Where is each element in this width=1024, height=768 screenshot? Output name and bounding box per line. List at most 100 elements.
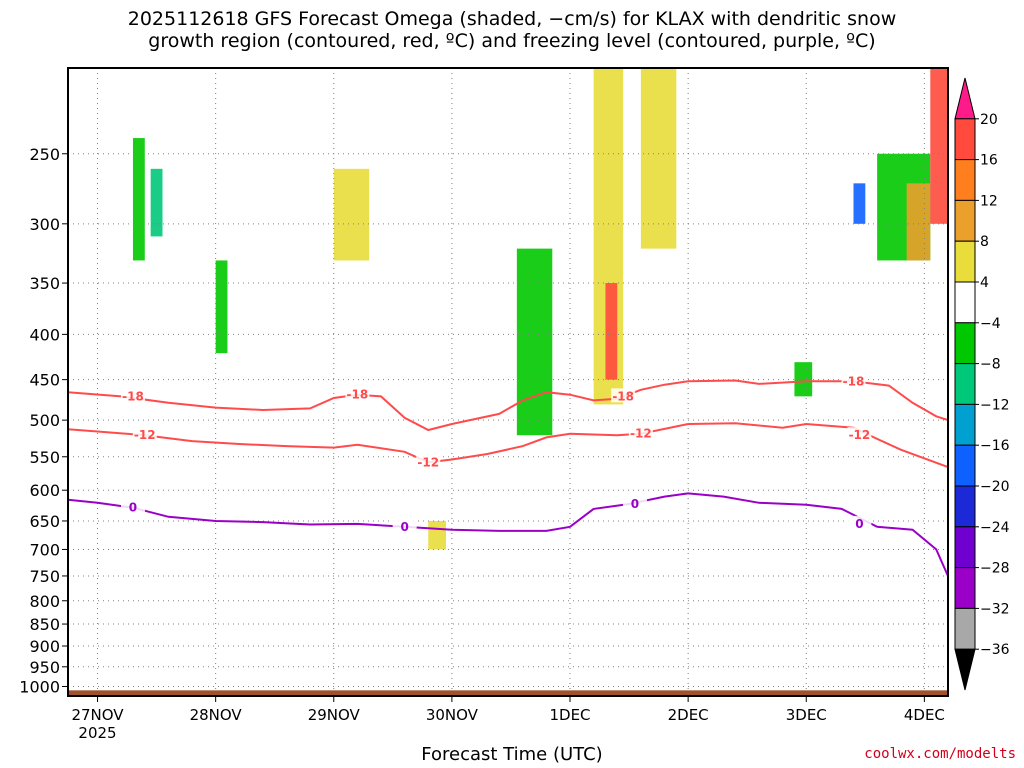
colorbar-label: −36 xyxy=(980,642,1010,658)
contour-line xyxy=(67,492,949,577)
contour-label-bg xyxy=(841,373,866,388)
x-tick-sublabel: 2025 xyxy=(78,724,116,742)
x-tick-label: 2DEC xyxy=(668,706,709,724)
colorbar-label: −32 xyxy=(980,601,1010,617)
colorbar-label: −28 xyxy=(980,561,1010,577)
plot-frame xyxy=(67,67,949,697)
contour-label: -18 xyxy=(612,389,634,403)
colorbar-label: −8 xyxy=(980,357,1001,373)
colorbar-band xyxy=(954,567,976,609)
colorbar-band xyxy=(954,281,976,324)
omega-region xyxy=(333,168,370,261)
y-axis: 250 300 350 400 450 500 550 600 650 700 750 800 850 9… xyxy=(19,145,68,697)
colorbar-band xyxy=(954,322,976,365)
colorbar-label: 8 xyxy=(980,234,989,250)
contour-label-bg xyxy=(611,388,636,403)
x-tick-label: 27NOV xyxy=(71,706,124,724)
y-tick-label: 400 xyxy=(29,325,60,344)
x-tick-label: 29NOV xyxy=(308,706,361,724)
colorbar-label: −4 xyxy=(980,316,1001,332)
contour-label: -18 xyxy=(843,374,865,388)
contour-label: 0 xyxy=(129,501,137,515)
colorbar-band xyxy=(954,159,976,201)
contour-label-bg xyxy=(345,386,370,401)
colorbar-band xyxy=(954,403,976,446)
contour-label-bg xyxy=(120,499,145,514)
x-tick-label: 1DEC xyxy=(549,706,590,724)
omega-region xyxy=(930,68,948,224)
contour-layer: -18 -18 -18 -18 -12 -12 -12 -12 0 0 0 0 xyxy=(67,373,949,577)
contour-label: 0 xyxy=(855,517,863,531)
chart-title-line2: growth region (contoured, red, ºC) and f… xyxy=(148,30,876,52)
colorbar-label: 12 xyxy=(980,193,998,209)
omega-region xyxy=(906,183,931,261)
contour-label: 0 xyxy=(631,497,639,511)
omega-region xyxy=(605,283,618,380)
colorbar-band xyxy=(954,118,976,161)
colorbar-band xyxy=(954,607,976,650)
y-tick-label: 700 xyxy=(29,540,60,559)
colorbar-arrow-bottom xyxy=(954,648,976,691)
contour-label: -12 xyxy=(417,455,439,469)
contour-label: -12 xyxy=(134,428,156,442)
y-tick-label: 450 xyxy=(29,371,60,390)
omega-region xyxy=(428,520,446,550)
colorbar-label: 16 xyxy=(980,153,998,169)
colorbar-band xyxy=(954,363,976,405)
colorbar-label: 20 xyxy=(980,112,998,128)
contour-label-bg xyxy=(622,496,647,511)
contour-label-bg xyxy=(392,518,417,533)
omega-region xyxy=(853,183,866,224)
contour-label: -12 xyxy=(849,428,871,442)
omega-region xyxy=(150,168,163,237)
contour-label-bg xyxy=(132,427,157,442)
contour-line xyxy=(67,422,949,469)
y-tick-label: 350 xyxy=(29,274,60,293)
contour-label: 0 xyxy=(400,520,408,534)
colorbar-band xyxy=(954,199,976,242)
colorbar-label: −24 xyxy=(980,520,1010,536)
omega-shading-layer xyxy=(132,68,948,550)
y-tick-label: 750 xyxy=(29,567,60,586)
omega-region xyxy=(516,248,553,436)
contour-label-bg xyxy=(628,425,653,440)
grid-layer xyxy=(68,68,948,696)
contour-label-bg xyxy=(416,454,441,469)
chart-title-line1: 2025112618 GFS Forecast Omega (shaded, −… xyxy=(127,8,897,30)
y-tick-label: 1000 xyxy=(19,678,60,697)
colorbar-label: 4 xyxy=(980,275,989,291)
colorbar-band xyxy=(954,485,976,528)
y-tick-label: 300 xyxy=(29,215,60,234)
omega-region xyxy=(132,138,145,261)
x-tick-label: 4DEC xyxy=(904,706,945,724)
colorbar-label: −12 xyxy=(980,397,1010,413)
omega-region xyxy=(215,260,228,354)
credit-text: coolwx.com/modelts xyxy=(864,746,1016,762)
y-tick-label: 600 xyxy=(29,481,60,500)
contour-label: -18 xyxy=(347,388,369,402)
colorbar-band xyxy=(954,444,976,487)
omega-region xyxy=(640,68,677,249)
colorbar-band xyxy=(954,240,976,283)
colorbar: 20 16 12 8 4 −4 −8 −12 −16 −20 −24 −28 −32 −36 xyxy=(954,77,1010,691)
ground-surface xyxy=(69,690,947,695)
y-tick-label: 550 xyxy=(29,448,60,467)
x-tick-label: 30NOV xyxy=(426,706,479,724)
colorbar-band xyxy=(954,526,976,569)
contour-label-bg xyxy=(847,515,872,530)
contour-line xyxy=(67,379,949,432)
y-tick-label: 650 xyxy=(29,512,60,531)
colorbar-arrow-top xyxy=(954,77,976,120)
y-tick-label: 250 xyxy=(29,145,60,164)
x-tick-label: 28NOV xyxy=(190,706,243,724)
x-tick-label: 3DEC xyxy=(786,706,827,724)
x-axis-label: Forecast Time (UTC) xyxy=(421,744,603,765)
y-tick-label: 850 xyxy=(29,615,60,634)
contour-label-bg xyxy=(120,388,145,403)
colorbar-label: −16 xyxy=(980,438,1010,454)
contour-label-bg xyxy=(847,427,872,442)
y-tick-label: 950 xyxy=(29,658,60,677)
y-tick-label: 500 xyxy=(29,411,60,430)
